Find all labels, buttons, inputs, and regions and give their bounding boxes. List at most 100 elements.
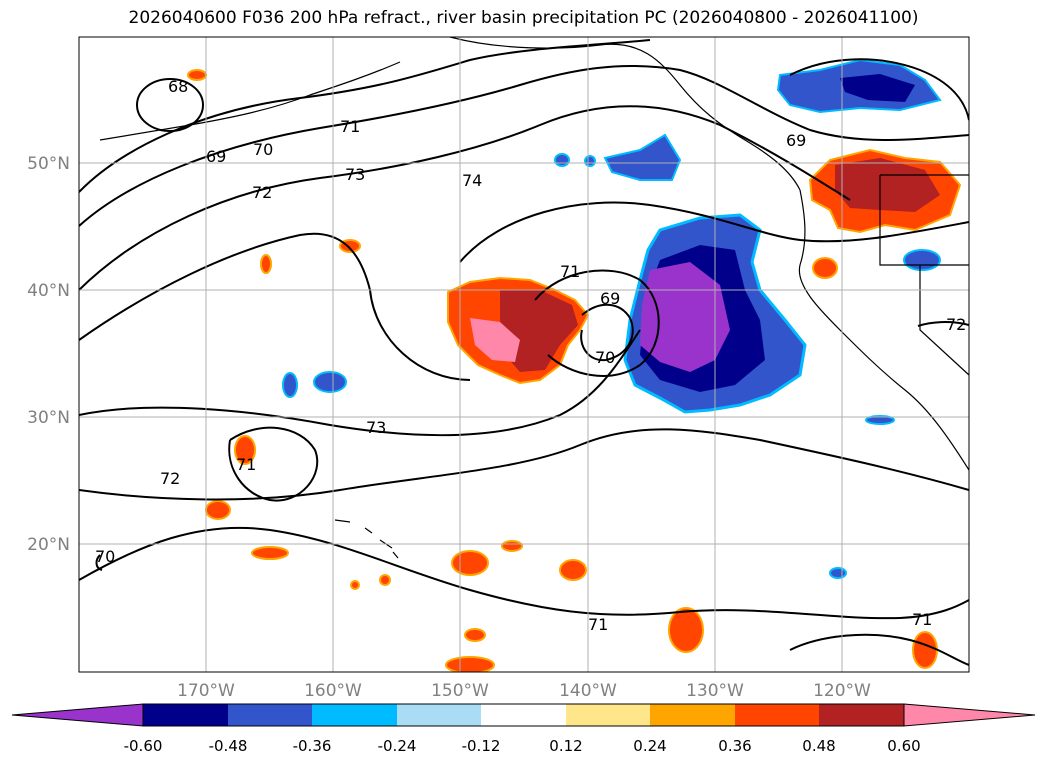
negative-anomaly-north	[603, 133, 682, 181]
positive-patch	[205, 500, 231, 520]
contour-line	[580, 303, 634, 362]
colorbar-segment	[819, 704, 904, 726]
colorbar-segment	[397, 704, 481, 726]
positive-patch	[668, 607, 704, 653]
colorbar-tick-label: -0.24	[378, 737, 417, 755]
colorbar-segment	[650, 704, 735, 726]
coastlines	[99, 37, 969, 559]
positive-patch	[187, 69, 207, 81]
colorbar-outline	[142, 703, 905, 727]
lon-label: 140°W	[559, 681, 617, 701]
positive-anomaly-central-peak	[470, 318, 520, 362]
contour-line	[79, 232, 471, 381]
colorbar-segment	[735, 704, 819, 726]
negative-patch	[903, 249, 941, 271]
negative-patch	[865, 415, 895, 425]
colorbar-tick-label: -0.60	[124, 737, 163, 755]
coastline-inland	[879, 174, 969, 376]
lat-label: 30°N	[27, 408, 70, 428]
negative-patch	[554, 153, 570, 167]
positive-patch	[501, 540, 523, 552]
coastline-aleutians	[99, 61, 401, 141]
colorbar	[11, 703, 1036, 727]
contour-label: 69	[600, 289, 620, 308]
contour-label: 68	[168, 77, 188, 96]
contour-line	[95, 554, 103, 571]
contour-label: 74	[462, 171, 482, 190]
coastline-alaska	[449, 37, 801, 191]
coastline-hawaii	[334, 519, 399, 559]
negative-patch	[313, 371, 347, 393]
colorbar-tick-label: 0.12	[549, 737, 582, 755]
colorbar-segment	[143, 704, 228, 726]
map-title: 2026040600 F036 200 hPa refract., river …	[128, 8, 919, 28]
colorbar-tick-label: 0.36	[718, 737, 751, 755]
colorbar-segment	[566, 704, 650, 726]
contour-label: 70	[253, 140, 273, 159]
map-content: 68 69 70 71 72 73 74 69 71 70 73 72 71 7…	[79, 37, 969, 672]
negative-patch	[282, 372, 298, 398]
contour-label: 73	[366, 418, 386, 437]
contour-label: 72	[946, 315, 966, 334]
lon-label: 120°W	[813, 681, 871, 701]
positive-anomaly-central-core	[500, 290, 578, 372]
colorbar-tick-label: -0.48	[209, 737, 248, 755]
contour-label: 71	[588, 615, 608, 634]
contour-line	[789, 58, 969, 121]
contour-label: 70	[595, 348, 615, 367]
contour-label: 73	[345, 165, 365, 184]
colorbar-tick-label: 0.48	[802, 737, 835, 755]
contour-label: 72	[160, 469, 180, 488]
negative-anomaly-northeast-core	[840, 74, 915, 102]
contour-line	[228, 426, 319, 502]
contour-label: 69	[786, 131, 806, 150]
colorbar-segment	[481, 704, 566, 726]
colorbar-max-extend	[903, 703, 1036, 727]
precipitation-shading	[187, 58, 962, 672]
contour-line	[917, 321, 969, 327]
colorbar-segment	[312, 704, 397, 726]
positive-anomaly-northeast-core	[835, 158, 940, 212]
lon-label: 160°W	[304, 681, 362, 701]
colorbar-tick-label: 0.60	[887, 737, 920, 755]
lat-label: 50°N	[27, 154, 70, 174]
positive-patch	[912, 631, 938, 669]
positive-patch	[559, 559, 587, 581]
contour-label: 71	[340, 117, 360, 136]
lat-label: 40°N	[27, 281, 70, 301]
contour-line	[459, 201, 969, 263]
contour-line	[79, 428, 969, 501]
negative-patch	[829, 567, 847, 579]
lat-label: 20°N	[27, 535, 70, 555]
contour-label: 70	[95, 547, 115, 566]
contour-label: 69	[206, 147, 226, 166]
positive-patch	[234, 435, 256, 465]
contour-line	[79, 329, 641, 437]
contour-label: 72	[252, 183, 272, 202]
colorbar-segment	[228, 704, 312, 726]
contour-line	[79, 526, 969, 620]
gridlines	[79, 37, 969, 672]
contour-label: 71	[560, 262, 580, 281]
positive-patch	[451, 550, 489, 576]
lon-label: 170°W	[177, 681, 235, 701]
colorbar-tick-label: -0.12	[462, 737, 501, 755]
colorbar-tick-label: -0.36	[293, 737, 332, 755]
positive-patch	[350, 580, 360, 590]
map-frame	[78, 36, 970, 673]
contour-line	[136, 78, 204, 132]
positive-patch	[812, 257, 838, 279]
lon-label: 150°W	[431, 681, 489, 701]
positive-patch	[251, 546, 289, 560]
contour-line	[789, 633, 969, 666]
contour-label: 71	[236, 455, 256, 474]
contour-label: 71	[912, 610, 932, 629]
positive-patch	[260, 254, 272, 274]
coastline-west-coast	[798, 189, 969, 471]
positive-patch	[379, 574, 391, 586]
contour-line	[79, 65, 969, 227]
colorbar-min-extend	[11, 703, 144, 727]
contour-line	[534, 269, 660, 377]
positive-patch	[464, 628, 486, 642]
